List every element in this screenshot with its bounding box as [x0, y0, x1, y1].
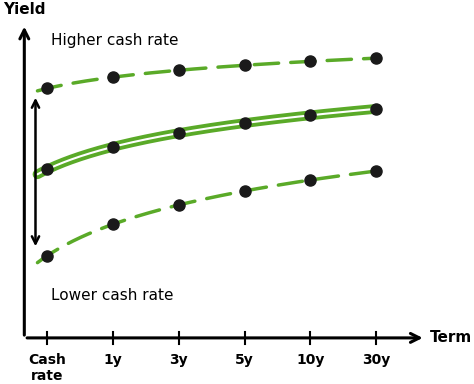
- Text: Lower cash rate: Lower cash rate: [51, 288, 173, 303]
- Text: 30y: 30y: [362, 353, 390, 367]
- Text: Cash
rate: Cash rate: [28, 353, 66, 383]
- Text: Yield: Yield: [3, 2, 46, 17]
- Text: 1y: 1y: [104, 353, 122, 367]
- Text: Higher cash rate: Higher cash rate: [51, 33, 178, 48]
- Text: 10y: 10y: [296, 353, 325, 367]
- Text: Term: Term: [430, 330, 473, 345]
- Text: 5y: 5y: [235, 353, 254, 367]
- Text: 3y: 3y: [170, 353, 188, 367]
